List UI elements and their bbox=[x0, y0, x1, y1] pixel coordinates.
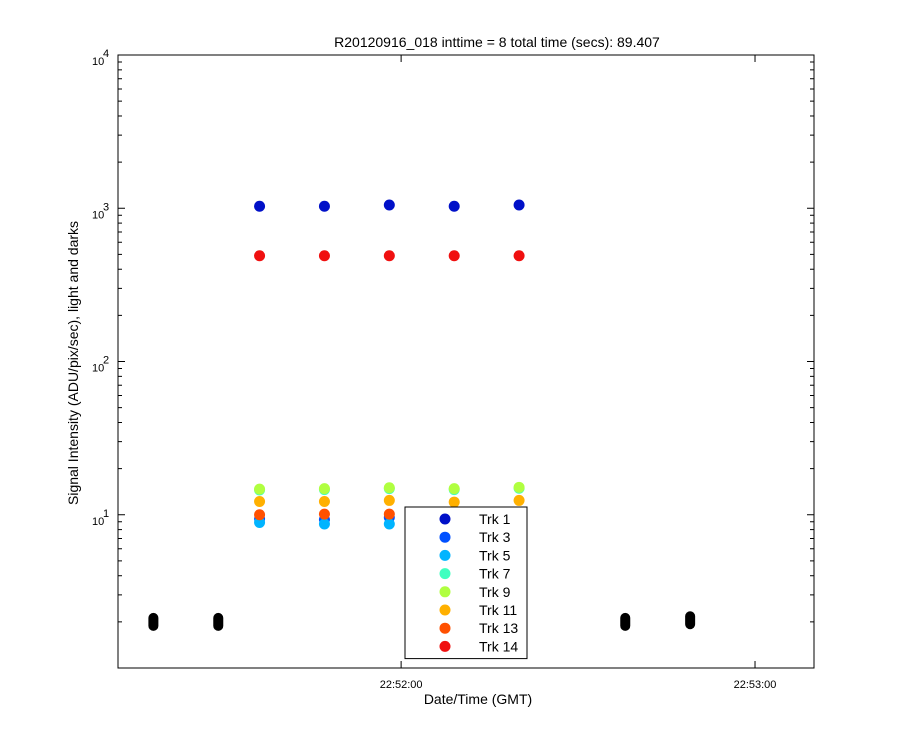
series-trk-9 bbox=[254, 481, 525, 495]
y-tick-label-exponent: 1 bbox=[103, 508, 109, 520]
chart-title: R20120916_018 inttime = 8 total time (se… bbox=[334, 34, 660, 50]
data-point bbox=[318, 496, 330, 508]
data-point bbox=[254, 250, 266, 262]
y-tick-label-exponent: 3 bbox=[103, 201, 109, 213]
x-tick-label: 22:53:00 bbox=[734, 679, 777, 691]
data-point bbox=[513, 199, 525, 211]
data-point bbox=[448, 200, 460, 212]
y-tick-label-exponent: 2 bbox=[103, 355, 109, 367]
legend-label: Trk 1 bbox=[479, 511, 511, 527]
series-trk-1 bbox=[254, 199, 525, 212]
legend-label: Trk 13 bbox=[479, 620, 518, 636]
data-point bbox=[254, 483, 266, 495]
legend-marker bbox=[439, 549, 451, 561]
data-point bbox=[318, 200, 330, 212]
y-tick-label: 10 bbox=[92, 363, 104, 375]
legend: Trk 1 Trk 3 Trk 5 Trk 7 Trk 9 Trk 11 Trk 13 Trk… bbox=[404, 506, 528, 660]
legend-marker bbox=[439, 640, 451, 652]
series-trk-14 bbox=[254, 250, 525, 262]
data-point bbox=[254, 496, 266, 508]
data-point bbox=[685, 611, 696, 630]
legend-marker bbox=[439, 513, 451, 525]
data-point bbox=[513, 494, 525, 506]
data-point bbox=[448, 250, 460, 262]
data-point bbox=[318, 483, 330, 495]
legend-label: Trk 5 bbox=[479, 547, 511, 563]
legend-marker bbox=[439, 568, 451, 580]
y-tick-label: 10 bbox=[92, 209, 104, 221]
y-axis-title: Signal Intensity (ADU/pix/sec), light an… bbox=[65, 221, 81, 505]
data-point bbox=[254, 509, 266, 521]
legend-label: Trk 14 bbox=[479, 638, 518, 654]
legend-label: Trk 3 bbox=[479, 529, 511, 545]
data-point bbox=[620, 612, 631, 631]
data-point bbox=[148, 612, 159, 631]
x-tick-label: 22:52:00 bbox=[380, 679, 423, 691]
legend-marker bbox=[439, 531, 451, 543]
y-tick-label: 10 bbox=[92, 56, 104, 68]
data-point bbox=[383, 482, 395, 494]
data-point bbox=[448, 483, 460, 495]
data-point bbox=[318, 250, 330, 262]
data-point bbox=[383, 518, 395, 530]
series-darks bbox=[148, 611, 696, 631]
legend-marker bbox=[439, 604, 451, 616]
series-trk-11 bbox=[254, 494, 525, 508]
data-point bbox=[383, 494, 395, 506]
data-point bbox=[383, 508, 395, 520]
legend-label: Trk 7 bbox=[479, 566, 511, 582]
data-point bbox=[254, 517, 266, 529]
data-point bbox=[318, 508, 330, 520]
legend-label: Trk 11 bbox=[479, 602, 517, 618]
x-axis-title: Date/Time (GMT) bbox=[424, 691, 532, 707]
legend-box bbox=[404, 506, 528, 660]
data-point bbox=[254, 200, 266, 212]
y-tick-label: 10 bbox=[92, 516, 104, 528]
data-point bbox=[383, 199, 395, 211]
data-point bbox=[213, 612, 224, 631]
data-point bbox=[448, 496, 460, 508]
y-tick-label-exponent: 4 bbox=[103, 48, 109, 60]
data-point bbox=[513, 250, 525, 262]
legend-marker bbox=[439, 586, 451, 598]
legend-label: Trk 9 bbox=[479, 584, 511, 600]
data-point bbox=[513, 481, 525, 493]
data-point bbox=[318, 518, 330, 530]
data-point bbox=[383, 250, 395, 262]
legend-marker bbox=[439, 622, 451, 634]
